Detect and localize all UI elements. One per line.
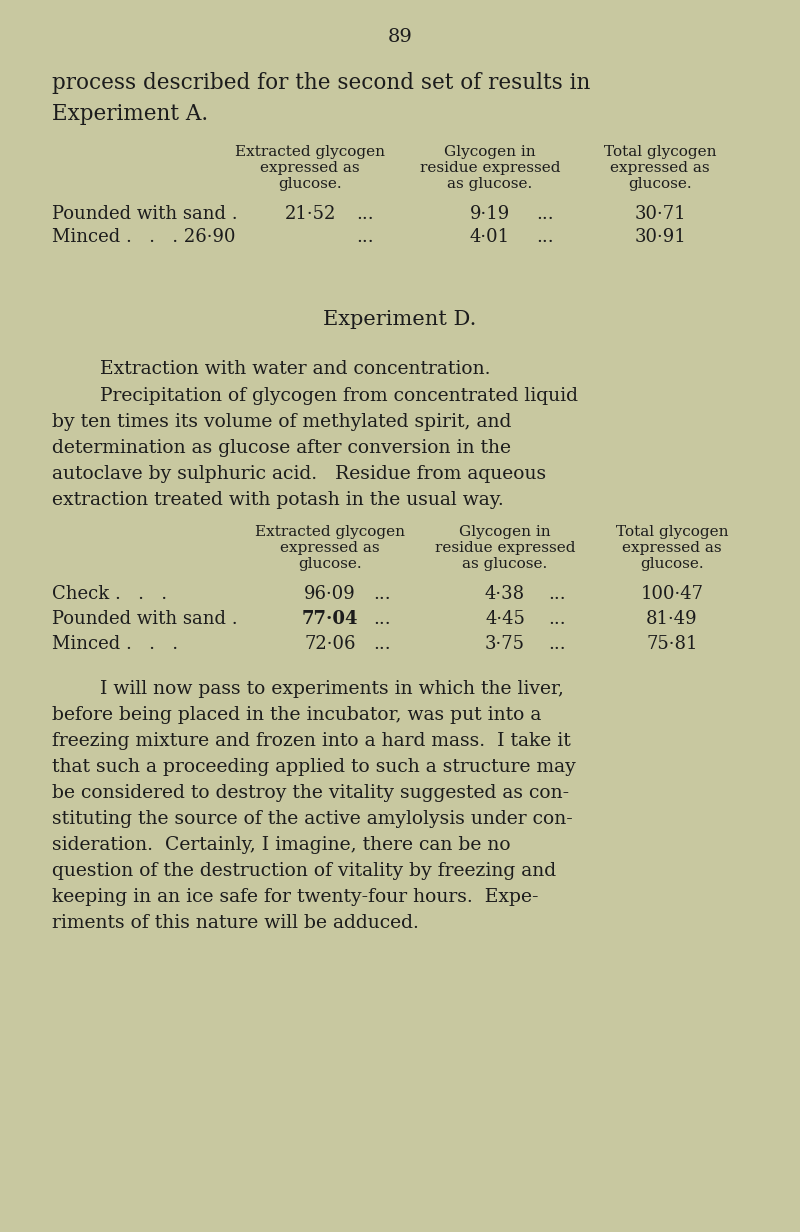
Text: ...: ...: [548, 610, 566, 628]
Text: Glycogen in: Glycogen in: [459, 525, 551, 540]
Text: ...: ...: [373, 610, 391, 628]
Text: 4·38: 4·38: [485, 585, 525, 602]
Text: riments of this nature will be adduced.: riments of this nature will be adduced.: [52, 914, 419, 931]
Text: 30·91: 30·91: [634, 228, 686, 246]
Text: I will now pass to experiments in which the liver,: I will now pass to experiments in which …: [100, 680, 564, 699]
Text: that such a proceeding applied to such a structure may: that such a proceeding applied to such a…: [52, 758, 576, 776]
Text: ...: ...: [373, 585, 391, 602]
Text: 75·81: 75·81: [646, 634, 698, 653]
Text: 77·04: 77·04: [302, 610, 358, 628]
Text: freezing mixture and frozen into a hard mass.  I take it: freezing mixture and frozen into a hard …: [52, 732, 570, 750]
Text: as glucose.: as glucose.: [447, 177, 533, 191]
Text: 81·49: 81·49: [646, 610, 698, 628]
Text: 4·45: 4·45: [485, 610, 525, 628]
Text: glucose.: glucose.: [278, 177, 342, 191]
Text: 3·75: 3·75: [485, 634, 525, 653]
Text: ...: ...: [536, 205, 554, 223]
Text: 21·52: 21·52: [284, 205, 336, 223]
Text: Minced .   .   .: Minced . . .: [52, 634, 178, 653]
Text: 96·09: 96·09: [304, 585, 356, 602]
Text: Precipitation of glycogen from concentrated liquid: Precipitation of glycogen from concentra…: [100, 387, 578, 405]
Text: before being placed in the incubator, was put into a: before being placed in the incubator, wa…: [52, 706, 542, 724]
Text: expressed as: expressed as: [260, 161, 360, 175]
Text: glucose.: glucose.: [298, 557, 362, 570]
Text: be considered to destroy the vitality suggested as con-: be considered to destroy the vitality su…: [52, 784, 569, 802]
Text: ...: ...: [548, 585, 566, 602]
Text: 4·01: 4·01: [470, 228, 510, 246]
Text: Total glycogen: Total glycogen: [616, 525, 728, 540]
Text: 9·19: 9·19: [470, 205, 510, 223]
Text: ...: ...: [356, 205, 374, 223]
Text: ...: ...: [373, 634, 391, 653]
Text: extraction treated with potash in the usual way.: extraction treated with potash in the us…: [52, 492, 504, 509]
Text: process described for the second set of results in: process described for the second set of …: [52, 71, 590, 94]
Text: stituting the source of the active amylolysis under con-: stituting the source of the active amylo…: [52, 809, 573, 828]
Text: Extracted glycogen: Extracted glycogen: [235, 145, 385, 159]
Text: ...: ...: [356, 228, 374, 246]
Text: expressed as: expressed as: [610, 161, 710, 175]
Text: glucose.: glucose.: [640, 557, 704, 570]
Text: 100·47: 100·47: [641, 585, 703, 602]
Text: by ten times its volume of methylated spirit, and: by ten times its volume of methylated sp…: [52, 413, 511, 431]
Text: as glucose.: as glucose.: [462, 557, 548, 570]
Text: residue expressed: residue expressed: [434, 541, 575, 554]
Text: keeping in an ice safe for twenty-four hours.  Expe-: keeping in an ice safe for twenty-four h…: [52, 888, 538, 906]
Text: 30·71: 30·71: [634, 205, 686, 223]
Text: Minced .   .   . 26·90: Minced . . . 26·90: [52, 228, 235, 246]
Text: ...: ...: [548, 634, 566, 653]
Text: residue expressed: residue expressed: [420, 161, 560, 175]
Text: question of the destruction of vitality by freezing and: question of the destruction of vitality …: [52, 862, 556, 880]
Text: Total glycogen: Total glycogen: [604, 145, 716, 159]
Text: expressed as: expressed as: [622, 541, 722, 554]
Text: autoclave by sulphuric acid.   Residue from aqueous: autoclave by sulphuric acid. Residue fro…: [52, 464, 546, 483]
Text: expressed as: expressed as: [280, 541, 380, 554]
Text: determination as glucose after conversion in the: determination as glucose after conversio…: [52, 439, 511, 457]
Text: Pounded with sand .: Pounded with sand .: [52, 610, 238, 628]
Text: Pounded with sand .: Pounded with sand .: [52, 205, 238, 223]
Text: glucose.: glucose.: [628, 177, 692, 191]
Text: ...: ...: [536, 228, 554, 246]
Text: 89: 89: [387, 28, 413, 46]
Text: Glycogen in: Glycogen in: [444, 145, 536, 159]
Text: sideration.  Certainly, I imagine, there can be no: sideration. Certainly, I imagine, there …: [52, 837, 510, 854]
Text: Extraction with water and concentration.: Extraction with water and concentration.: [100, 360, 490, 378]
Text: Experiment A.: Experiment A.: [52, 103, 208, 124]
Text: Check .   .   .: Check . . .: [52, 585, 167, 602]
Text: Extracted glycogen: Extracted glycogen: [255, 525, 405, 540]
Text: Experiment D.: Experiment D.: [323, 310, 477, 329]
Text: 72·06: 72·06: [304, 634, 356, 653]
